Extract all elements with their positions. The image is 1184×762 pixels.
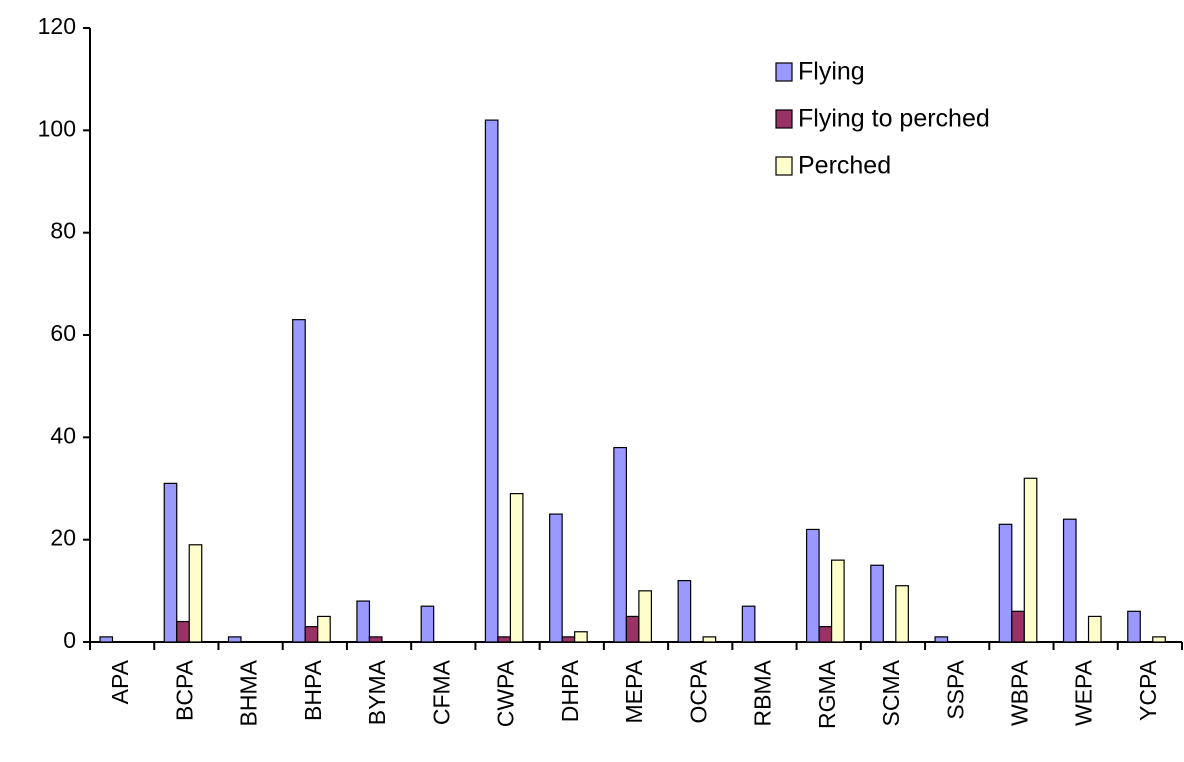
- x-tick-label: MEPA: [621, 659, 647, 723]
- x-tick-label: DHPA: [557, 659, 583, 722]
- legend-swatch: [775, 109, 793, 129]
- bar: [870, 564, 884, 643]
- y-tick-label: 0: [63, 627, 76, 653]
- x-tick-label: CFMA: [428, 659, 454, 725]
- bar: [1127, 610, 1141, 643]
- bar: [895, 585, 909, 643]
- x-tick-label: SSPA: [942, 659, 968, 719]
- bar: [356, 600, 371, 643]
- bar: [818, 626, 833, 643]
- bar: [509, 493, 524, 643]
- x-tick-label: BHPA: [300, 659, 326, 721]
- legend-label: Perched: [798, 152, 891, 180]
- y-tick-label: 20: [50, 525, 76, 551]
- bar: [420, 605, 435, 643]
- x-tick-label: OCPA: [685, 659, 711, 723]
- bar: [292, 319, 306, 643]
- bar: [1062, 518, 1077, 643]
- x-tick-label: SCMA: [878, 659, 904, 726]
- x-tick-label: BHMA: [236, 659, 262, 726]
- x-tick-label: RBMA: [750, 659, 776, 726]
- bar: [227, 636, 242, 643]
- y-tick-label: 60: [50, 320, 76, 346]
- legend-swatch: [775, 62, 793, 82]
- bar: [163, 482, 178, 643]
- bar: [188, 544, 203, 643]
- y-tick-label: 120: [38, 13, 76, 39]
- bar: [561, 636, 576, 643]
- legend-label: Flying: [798, 58, 865, 86]
- bar: [1011, 610, 1025, 643]
- bar: [99, 636, 114, 643]
- bar: [1023, 477, 1038, 643]
- x-tick-label: BYMA: [364, 659, 390, 725]
- bar: [574, 631, 588, 643]
- x-tick-label: YCPA: [1135, 659, 1161, 721]
- bar: [998, 523, 1013, 643]
- bar: [549, 513, 563, 643]
- legend-label: Flying to perched: [798, 105, 990, 133]
- bar: [497, 636, 512, 643]
- bar: [702, 636, 717, 643]
- x-tick-label: CWPA: [493, 659, 519, 727]
- bar: [317, 615, 331, 643]
- bar: [741, 605, 756, 643]
- bar: [176, 620, 190, 643]
- x-tick-label: WEPA: [1071, 659, 1097, 726]
- bar: [368, 636, 383, 643]
- bar: [830, 559, 845, 643]
- bar: [934, 636, 949, 643]
- x-tick-label: BCPA: [171, 659, 197, 721]
- bar: [1087, 615, 1102, 643]
- y-tick-label: 80: [50, 218, 76, 244]
- y-tick-label: 100: [38, 115, 76, 141]
- bar: [304, 626, 319, 643]
- x-tick-label: WBPA: [1006, 659, 1032, 726]
- bar: [1152, 636, 1166, 643]
- bar: [484, 119, 499, 643]
- bar: [625, 615, 640, 643]
- bar: [805, 528, 820, 643]
- bar: [613, 446, 627, 643]
- y-tick-label: 40: [50, 422, 76, 448]
- x-tick-label: RGMA: [814, 659, 840, 729]
- legend-swatch: [775, 156, 793, 176]
- x-tick-label: APA: [107, 659, 133, 704]
- bar: [638, 590, 652, 643]
- bar: [677, 579, 692, 643]
